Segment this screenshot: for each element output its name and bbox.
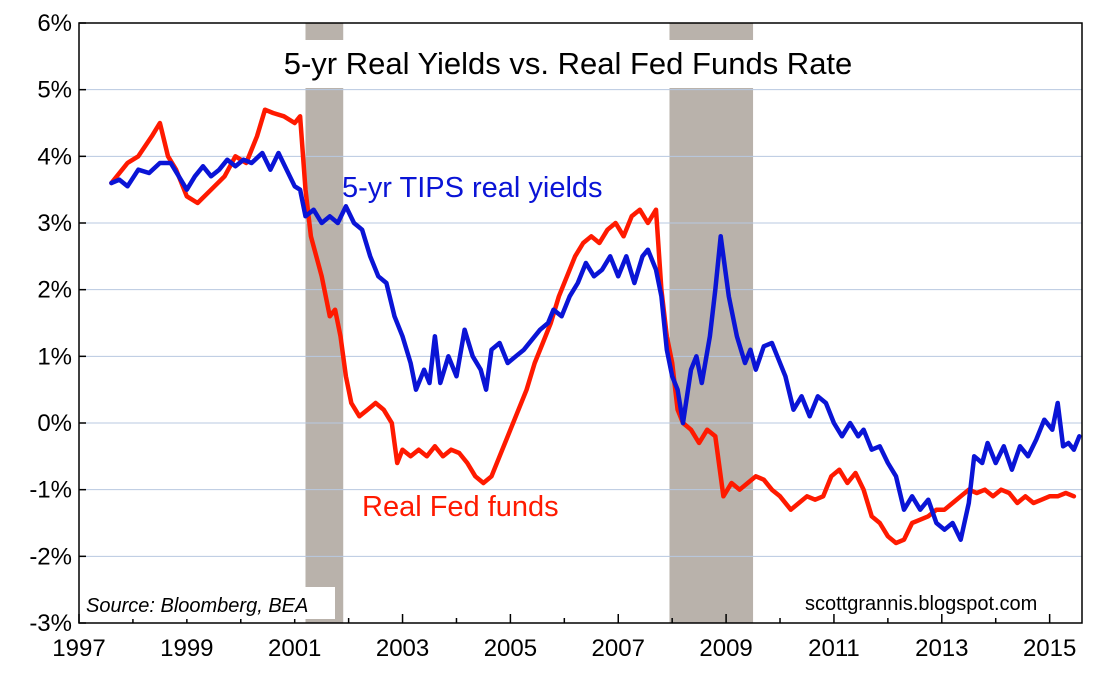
x-tick-label: 2011 xyxy=(808,635,860,662)
y-tick-label: 5% xyxy=(37,77,72,104)
x-tick-label: 1999 xyxy=(160,635,213,662)
y-tick-label: 0% xyxy=(37,410,72,437)
chart-title: 5-yr Real Yields vs. Real Fed Funds Rate xyxy=(284,46,853,81)
plot-frame xyxy=(78,22,1083,624)
x-tick-label: 2005 xyxy=(484,635,537,662)
y-tick-label: 6% xyxy=(37,10,72,37)
y-axis-ticks: 6% 5% 4% 3% 2% 1% 0% -1% -2% -3% xyxy=(29,10,86,637)
source-background xyxy=(80,587,335,619)
x-tick-label: 2007 xyxy=(592,635,645,662)
recession-bands xyxy=(305,23,754,623)
legend-label-fed-funds: Real Fed funds xyxy=(362,491,559,523)
x-tick-label: 2001 xyxy=(268,635,321,662)
x-tick-label: 2009 xyxy=(699,635,752,662)
x-tick-label: 1997 xyxy=(52,635,105,662)
y-tick-label: -2% xyxy=(29,543,72,570)
y-tick-label: -1% xyxy=(29,477,72,504)
series-line-0 xyxy=(109,150,1082,542)
gridlines xyxy=(79,89,1082,557)
x-tick-label: 2015 xyxy=(1023,635,1076,662)
y-tick-label: 3% xyxy=(37,210,72,237)
y-tick-label: -3% xyxy=(29,610,72,637)
y-tick-label: 1% xyxy=(37,343,72,370)
x-tick-label: 2003 xyxy=(376,635,429,662)
title-background xyxy=(200,40,920,88)
series-lines xyxy=(109,107,1082,546)
legend-label-tips: 5-yr TIPS real yields xyxy=(342,172,603,204)
x-tick-label: 2013 xyxy=(915,635,968,662)
y-tick-label: 4% xyxy=(37,143,72,170)
source-note: Source: Bloomberg, BEA xyxy=(86,595,308,617)
website-credit: scottgrannis.blogspot.com xyxy=(805,593,1037,615)
x-axis-ticks: 1997 1999 2001 2003 2005 2007 2009 2011 2013 2015 xyxy=(52,614,1076,662)
y-tick-label: 2% xyxy=(37,277,72,304)
